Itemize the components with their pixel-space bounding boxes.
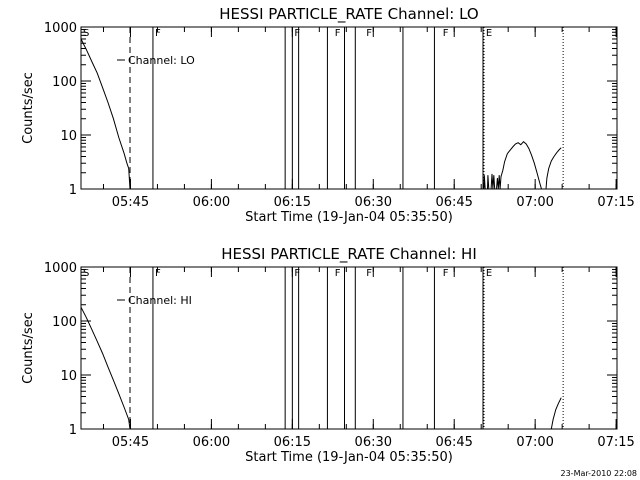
y-tick-label: 100: [52, 315, 77, 330]
chart-title: HESSI PARTICLE_RATE Channel: HI: [221, 245, 477, 264]
event-flag: E: [486, 28, 492, 39]
series-line: [496, 141, 542, 190]
event-flag: F: [366, 28, 372, 39]
x-tick-label: 06:00: [193, 195, 230, 210]
event-flag: F: [335, 268, 341, 279]
y-tick-label: 10: [60, 369, 77, 384]
legend-label: Channel: HI: [128, 294, 192, 307]
x-tick-label: 06:15: [274, 435, 311, 450]
hi-channel-panel: HESSI PARTICLE_RATE Channel: HI 1 10 100 100…: [21, 245, 635, 465]
series-line: [483, 175, 486, 190]
lo-channel-panel: HESSI PARTICLE_RATE Channel: LO 1 10 100 100…: [21, 5, 635, 225]
x-tick-label: 07:00: [516, 195, 553, 210]
event-flag: F: [155, 268, 161, 279]
event-flag: F: [366, 268, 372, 279]
x-axis-label: Start Time (19-Jan-04 05:35:50): [245, 450, 453, 465]
event-flag: F: [294, 28, 300, 39]
x-tick-label: 06:30: [355, 435, 392, 450]
series-line: [545, 147, 562, 190]
y-tick-label: 1000: [44, 261, 77, 276]
event-flag: S: [83, 268, 89, 279]
x-tick-label: 05:45: [112, 435, 149, 450]
series-line: [80, 38, 131, 190]
x-tick-label: 05:45: [112, 195, 149, 210]
event-flag: E: [486, 268, 492, 279]
series-line: [80, 306, 131, 430]
x-tick-label: 06:00: [193, 435, 230, 450]
y-tick-label: 100: [52, 75, 77, 90]
series-line: [487, 175, 490, 190]
x-tick-label: 07:15: [597, 195, 634, 210]
y-tick-label: 1: [69, 183, 77, 198]
event-flag: F: [443, 268, 449, 279]
plot-timestamp: 23-Mar-2010 22:08: [561, 469, 638, 478]
legend-label: Channel: LO: [128, 54, 195, 67]
x-tick-label: 06:30: [355, 195, 392, 210]
event-flag: F: [155, 28, 161, 39]
y-tick-label: 10: [60, 129, 77, 144]
series-line: [490, 173, 496, 190]
x-tick-label: 07:00: [516, 435, 553, 450]
event-flag: F: [443, 28, 449, 39]
y-axis-label: Counts/sec: [21, 312, 36, 384]
y-tick-label: 1000: [44, 21, 77, 36]
plot-frame: [80, 26, 618, 190]
series-line: [550, 397, 562, 430]
chart-title: HESSI PARTICLE_RATE Channel: LO: [219, 5, 478, 24]
x-tick-label: 06:45: [435, 435, 472, 450]
event-flag: F: [335, 28, 341, 39]
x-tick-label: 07:15: [597, 435, 634, 450]
x-axis-label: Start Time (19-Jan-04 05:35:50): [245, 210, 453, 225]
x-tick-label: 06:45: [435, 195, 472, 210]
event-flag: F: [294, 268, 300, 279]
event-flag: S: [83, 28, 89, 39]
x-tick-label: 06:15: [274, 195, 311, 210]
y-axis-label: Counts/sec: [21, 72, 36, 144]
y-tick-label: 1: [69, 423, 77, 438]
plot-frame: [80, 266, 618, 430]
